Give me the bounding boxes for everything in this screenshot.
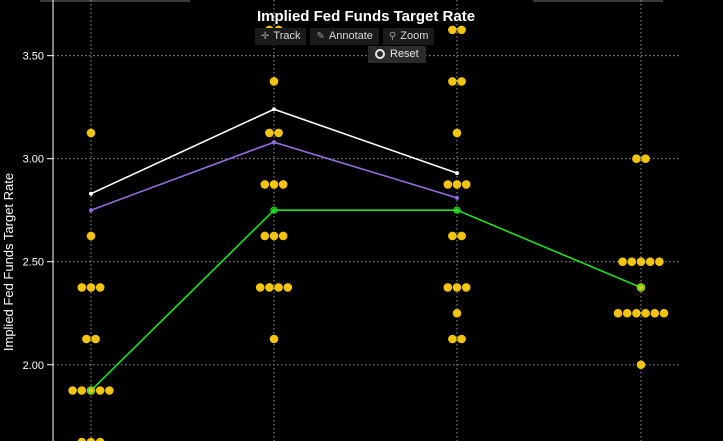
dot-point [260, 180, 270, 189]
series-point [272, 208, 276, 213]
series-point [89, 208, 93, 213]
dot-point [659, 308, 669, 318]
series-point [89, 191, 93, 196]
series-point-highlight [87, 386, 95, 395]
series-lines [89, 107, 643, 393]
zoom-label: Zoom [400, 30, 429, 42]
dot-point [622, 308, 632, 318]
dot-point [452, 308, 462, 318]
dot-point [105, 386, 114, 395]
dot-point [269, 77, 279, 86]
dot-point [448, 77, 457, 86]
dot-point [86, 437, 96, 441]
dot-point [627, 257, 637, 267]
dot-point [443, 283, 453, 292]
dot-point [86, 283, 96, 292]
dot-point [457, 231, 466, 241]
grid [53, 0, 680, 441]
y-ticks: 2.00 2.50 3.00 3.50 [23, 51, 53, 372]
dot-point [91, 334, 100, 344]
y-tick-label: 3.50 [23, 51, 44, 63]
dot-point [655, 257, 664, 267]
dot-point [86, 128, 96, 138]
y-tick-label: 2.00 [23, 360, 44, 372]
dot-point [278, 180, 288, 189]
pencil-icon: ✎ [316, 30, 325, 42]
series-point-highlight [270, 206, 278, 214]
dot-point [641, 308, 650, 318]
dot-point [260, 231, 270, 241]
dot-point [457, 334, 466, 344]
dot-point [96, 437, 105, 441]
dot-point [274, 128, 283, 138]
dot-point [269, 180, 279, 189]
dot-point [443, 180, 453, 189]
top-border-left [40, 0, 190, 2]
magnifier-icon: ⚲ [388, 30, 397, 42]
series-point [455, 171, 459, 176]
dot-point [452, 128, 462, 138]
reset-label: Reset [390, 48, 419, 60]
reset-icon [375, 49, 385, 59]
track-button[interactable]: ✛ Track [255, 28, 307, 45]
dot-point [650, 308, 660, 318]
dot-point [448, 334, 457, 344]
series-point [455, 208, 459, 213]
dot-plot [68, 25, 669, 441]
dot-point [86, 231, 96, 241]
dot-point [68, 386, 77, 395]
dot-point [77, 386, 87, 395]
y-axis-label: Implied Fed Funds Target Rate [1, 173, 16, 351]
crosshair-icon: ✛ [261, 30, 270, 42]
dot-point [95, 283, 105, 292]
dot-point [278, 231, 288, 241]
annotate-label: Annotate [328, 30, 373, 42]
dot-point [448, 231, 457, 241]
dot-point [461, 283, 471, 292]
track-label: Track [273, 30, 301, 42]
dot-point [274, 283, 283, 292]
dot-point [457, 77, 466, 86]
dot-point [452, 283, 462, 292]
series-point-highlight [637, 283, 645, 292]
dot-point [95, 386, 105, 395]
dot-point [265, 283, 274, 292]
series-point [455, 195, 459, 200]
dot-point [265, 128, 274, 138]
reset-button[interactable]: Reset [368, 46, 426, 63]
series-point [272, 140, 276, 145]
chart-title: Implied Fed Funds Target Rate [257, 8, 475, 25]
dot-point [457, 25, 466, 35]
dot-point [452, 180, 462, 189]
dot-point [82, 334, 91, 344]
dot-point [77, 437, 86, 441]
dot-point [269, 334, 279, 344]
y-tick-label: 3.00 [23, 154, 44, 166]
dot-point [461, 180, 471, 189]
dot-point [632, 308, 641, 318]
dot-point [636, 360, 646, 370]
dot-point [618, 257, 627, 267]
dot-point [255, 283, 265, 292]
dot-point [632, 154, 641, 163]
dot-point [636, 257, 646, 267]
dot-point [613, 308, 623, 318]
series-point [272, 107, 276, 112]
zoom-button[interactable]: ⚲ Zoom [382, 28, 435, 45]
chart-toolbar: ✛ Track ✎ Annotate ⚲ Zoom [255, 28, 435, 45]
dot-point [77, 283, 87, 292]
dot-point [448, 25, 457, 35]
series-point-highlight [453, 206, 461, 214]
annotate-button[interactable]: ✎ Annotate [310, 28, 379, 45]
dot-point [645, 257, 655, 267]
dot-point [283, 283, 293, 292]
series-line [90, 209, 642, 392]
dot-point [269, 231, 279, 241]
dot-point [641, 154, 650, 163]
top-border-right [533, 0, 663, 2]
y-tick-label: 2.50 [23, 257, 44, 269]
